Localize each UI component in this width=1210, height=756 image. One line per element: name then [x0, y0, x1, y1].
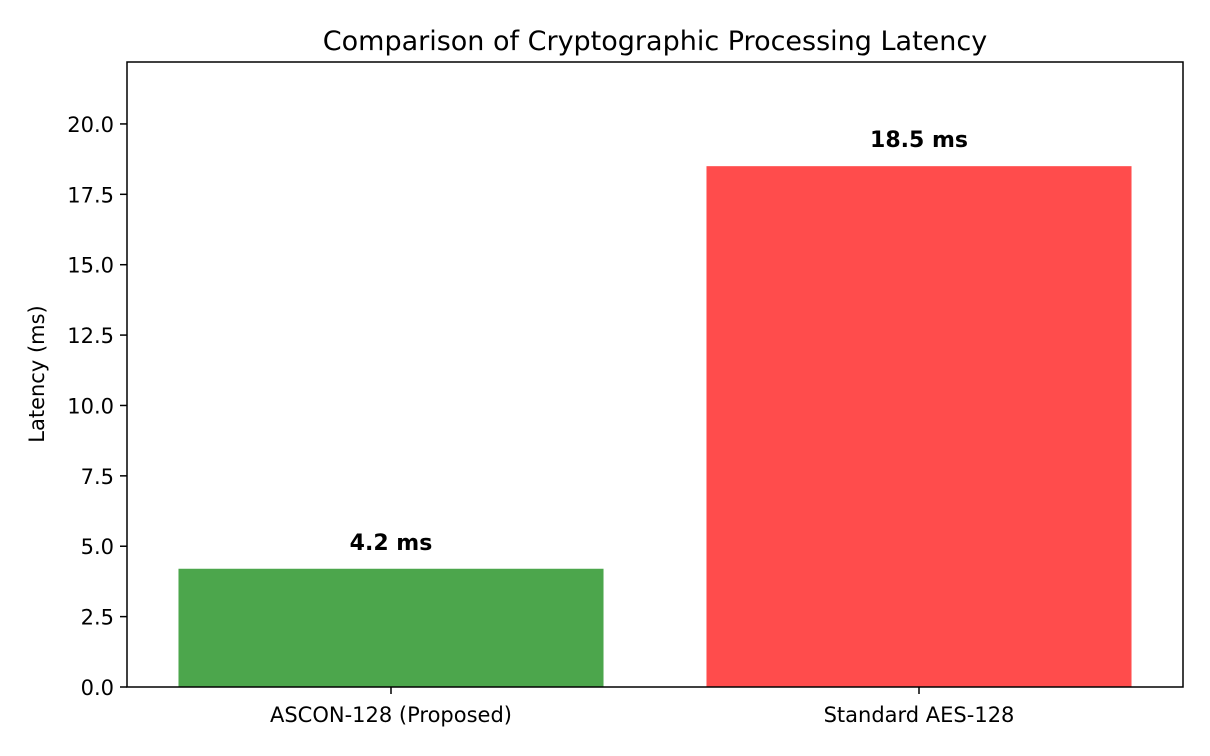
- y-tick-label-6: 15.0: [67, 254, 114, 278]
- y-tick-label-7: 17.5: [67, 183, 114, 207]
- y-tick-label-4: 10.0: [67, 394, 114, 418]
- y-tick-label-1: 2.5: [81, 606, 114, 630]
- x-tick-label-1: Standard AES-128: [824, 703, 1015, 727]
- y-tick-label-3: 7.5: [81, 465, 114, 489]
- bars-group: [178, 166, 1132, 687]
- chart-title: Comparison of Cryptographic Processing L…: [323, 26, 987, 57]
- plot-frame: [126, 61, 1184, 688]
- bar-1: [706, 166, 1132, 687]
- x-axis: ASCON-128 (Proposed) Standard AES-128: [270, 687, 1014, 727]
- y-tick-label-2: 5.0: [81, 535, 114, 559]
- data-label-1: 18.5 ms: [870, 128, 968, 153]
- x-tick-label-0: ASCON-128 (Proposed): [270, 703, 512, 727]
- data-label-0: 4.2 ms: [350, 531, 433, 556]
- y-tick-label-8: 20.0: [67, 113, 114, 137]
- y-axis-label: Latency (ms): [25, 305, 49, 442]
- y-tick-label-5: 12.5: [67, 324, 114, 348]
- bar-0: [178, 568, 604, 687]
- y-axis: 0.0 2.5 5.0 7.5 10.0 12.5 15.0 17.5 20.0: [67, 113, 127, 700]
- y-tick-label-0: 0.0: [81, 676, 114, 700]
- data-labels-group: 4.2 ms 18.5 ms: [350, 128, 968, 556]
